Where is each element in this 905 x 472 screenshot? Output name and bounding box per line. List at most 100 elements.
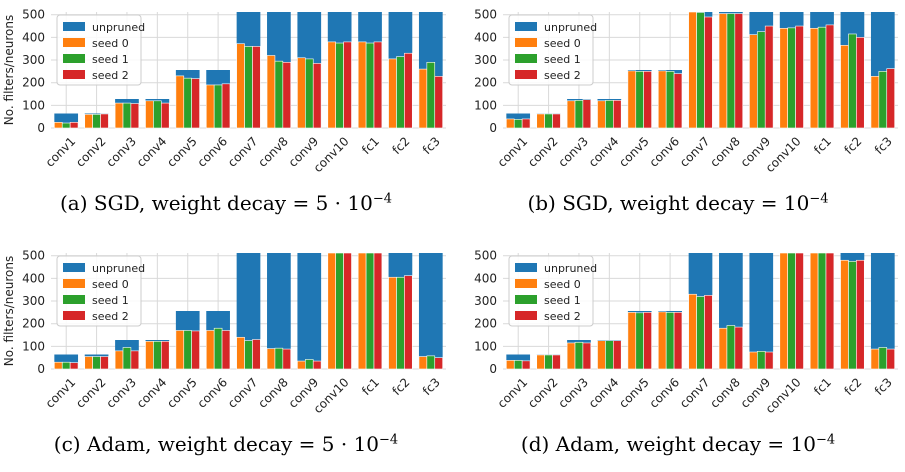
- y-tick-label: 0: [37, 362, 45, 376]
- x-tick-label: fc2: [390, 375, 413, 398]
- x-tick-label: fc3: [872, 134, 895, 157]
- bar-seed1-fc3: [426, 61, 436, 129]
- bar-seed2-conv8: [734, 326, 744, 370]
- bar-seed1-fc3: [878, 347, 888, 370]
- bar-seed0-fc1: [357, 252, 367, 370]
- chart-panel-3: 0 100 200 300 400 500 conv1 conv2 conv3 conv4 conv…: [0, 241, 452, 472]
- caption-prefix: (c) Adam, weight decay =: [53, 432, 322, 456]
- chart-svg: 0100200300400500conv1conv2conv3conv4conv…: [2, 249, 446, 416]
- x-tick-label: conv6: [647, 375, 683, 411]
- bar-seed2-fc1: [373, 252, 383, 370]
- bar-seed0-conv5: [175, 330, 185, 370]
- bar-seed1-conv9: [757, 31, 766, 129]
- bar-seed2-fc3: [434, 76, 443, 129]
- bar-seed1-conv10: [335, 42, 344, 129]
- bar-seed1-conv6: [665, 71, 675, 129]
- bar-seed0-conv8: [718, 327, 728, 370]
- x-tick-label: conv8: [255, 134, 291, 170]
- bar-seed1-conv2: [92, 356, 101, 370]
- bar-seed0-conv9: [749, 351, 758, 370]
- x-tick-label: conv2: [73, 375, 109, 411]
- legend-label: seed 1: [544, 53, 581, 66]
- bar-seed1-conv1: [513, 119, 523, 129]
- bar-seed1-conv8: [274, 347, 284, 370]
- caption-exponent: −4: [815, 432, 836, 448]
- bar-seed1-conv2: [92, 114, 101, 129]
- caption-base: 10: [790, 432, 816, 456]
- y-tick-label: 500: [22, 8, 45, 22]
- legend-label: unpruned: [92, 262, 145, 275]
- x-tick-label: conv5: [164, 134, 200, 170]
- bar-seed2-conv6: [673, 312, 683, 370]
- bar-seed0-conv7: [236, 336, 245, 370]
- bar-seed0-conv6: [657, 70, 667, 129]
- bar-seed2-conv3: [582, 99, 592, 129]
- bar-seed2-conv6: [221, 330, 231, 370]
- caption-prefix: (b) SGD, weight decay =: [527, 191, 784, 215]
- bar-seed1-conv3: [574, 341, 584, 370]
- legend-label: seed 0: [544, 278, 581, 291]
- bar-unpruned-fc3: [418, 253, 443, 369]
- caption-prefix: (d) Adam, weight decay =: [520, 432, 791, 456]
- bar-seed2-conv3: [130, 350, 140, 370]
- bar-seed0-fc2: [388, 276, 397, 370]
- x-tick-label: conv5: [616, 134, 652, 170]
- bar-seed2-conv4: [612, 340, 622, 370]
- bar-seed1-conv5: [635, 71, 644, 129]
- legend-label: unpruned: [92, 21, 145, 34]
- legend-swatch-seed0: [515, 279, 537, 288]
- bar-seed0-conv10: [327, 252, 337, 370]
- bar-seed1-conv1: [61, 361, 71, 370]
- panel-caption: (a) SGD, weight decay = 5 · 10−4: [0, 191, 452, 215]
- bar-seed2-fc3: [886, 68, 895, 129]
- y-tick-label: 400: [474, 271, 497, 285]
- legend-label: seed 2: [544, 69, 581, 82]
- legend-label: seed 0: [92, 37, 129, 50]
- legend-label: seed 0: [92, 278, 129, 291]
- panel-caption: (b) SGD, weight decay = 10−4: [452, 191, 904, 215]
- y-tick-label: 400: [22, 30, 45, 44]
- bar-seed2-conv8: [282, 348, 292, 370]
- legend-swatch-unpruned: [515, 22, 537, 31]
- bar-seed0-conv3: [566, 342, 576, 370]
- y-tick-label: 300: [474, 53, 497, 67]
- bar-seed1-conv4: [605, 340, 614, 370]
- bar-seed2-fc2: [404, 275, 413, 370]
- x-tick-label: fc1: [359, 134, 382, 157]
- bar-seed2-fc2: [856, 259, 865, 370]
- bar-seed1-conv10: [787, 252, 796, 370]
- y-tick-label: 500: [474, 8, 497, 22]
- bar-seed0-conv1: [506, 360, 515, 370]
- y-axis-label: No. filters/neurons: [2, 15, 16, 125]
- bar-seed2-conv3: [130, 103, 140, 129]
- bar-seed2-conv2: [552, 354, 561, 370]
- bar-seed1-fc2: [396, 56, 405, 129]
- legend-label: seed 2: [544, 310, 581, 323]
- bar-seed2-conv7: [704, 295, 713, 370]
- bar-seed0-conv1: [506, 118, 515, 129]
- bar-seed2-fc2: [404, 52, 413, 129]
- y-tick-label: 100: [22, 98, 45, 112]
- bar-seed1-conv4: [605, 100, 614, 129]
- chart-svg: 0100200300400500conv1conv2conv3conv4conv…: [474, 249, 898, 416]
- caption-base: 5 · 10: [321, 432, 380, 456]
- x-tick-label: conv4: [134, 375, 170, 411]
- bar-seed0-conv4: [145, 341, 154, 370]
- x-tick-label: fc2: [842, 134, 865, 157]
- bar-seed2-conv1: [69, 122, 79, 129]
- legend-swatch-seed0: [515, 38, 537, 47]
- bar-seed2-conv9: [312, 63, 322, 129]
- bar-seed2-conv7: [252, 46, 261, 129]
- bar-seed2-conv4: [160, 341, 170, 370]
- bar-seed0-conv4: [597, 100, 606, 129]
- x-tick-label: conv8: [707, 134, 743, 170]
- bar-seed0-fc1: [809, 252, 819, 370]
- y-tick-label: 0: [37, 121, 45, 135]
- y-tick-label: 400: [474, 30, 497, 44]
- x-tick-label: conv7: [225, 134, 261, 170]
- y-tick-label: 400: [22, 271, 45, 285]
- x-tick-label: conv6: [195, 134, 231, 170]
- bar-seed0-conv3: [114, 350, 124, 370]
- x-tick-label: conv7: [677, 375, 713, 411]
- bar-seed2-conv5: [191, 78, 200, 129]
